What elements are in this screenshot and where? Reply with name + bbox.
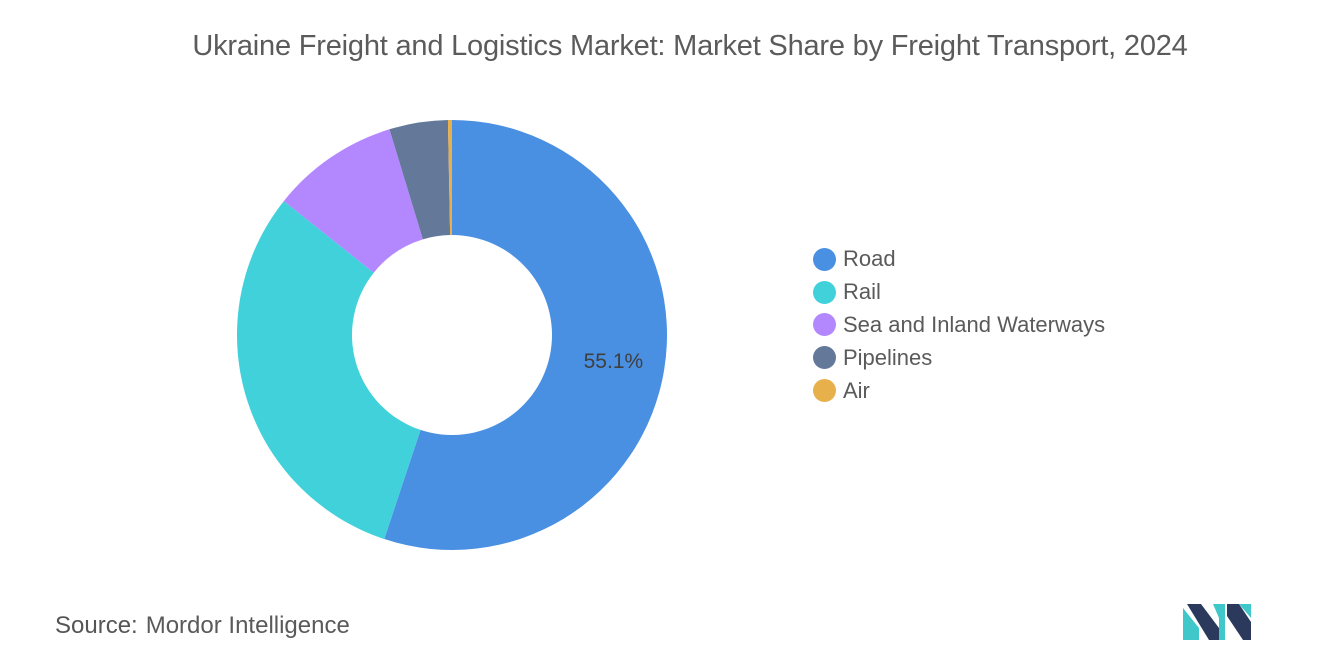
data-label-road: 55.1% [584,350,644,373]
legend-label-air: Air [843,377,870,403]
source-label: Source: [55,612,138,639]
legend-swatch-pipelines [813,346,836,370]
legend-label-road: Road [843,246,896,272]
logo-shape-mid-teal [1213,604,1225,640]
legend-item-sea-and-inland-waterways: Sea and Inland Waterways [813,309,1105,342]
chart-legend: Road Rail Sea and Inland Waterways Pipel… [813,243,1105,407]
legend-item-road: Road [813,243,1105,276]
legend-swatch-air [813,379,836,403]
legend-label-pipelines: Pipelines [843,344,933,370]
donut-slice-sea-and-inland-waterways [283,129,423,273]
mordor-intelligence-logo-icon [1183,604,1251,640]
legend-item-pipelines: Pipelines [813,341,1105,374]
donut-slice-road [384,120,668,551]
logo-shape-left [1183,608,1199,640]
source-text: Mordor Intelligence [145,612,350,639]
legend-label-rail: Rail [843,279,881,305]
donut-slice-air [447,120,452,236]
logo-shape-right-teal [1239,604,1251,618]
donut-slice-pipelines [389,120,451,240]
legend-swatch-sea-and-inland-waterways [813,313,836,337]
legend-label-sea-and-inland-waterways: Sea and Inland Waterways [843,311,1106,337]
chart-title: Ukraine Freight and Logistics Market: Ma… [192,30,1188,62]
legend-swatch-rail [813,280,836,304]
legend-item-air: Air [813,374,1105,407]
logo-shape-right-dark [1227,604,1251,640]
legend-swatch-road [813,247,836,271]
legend-item-rail: Rail [813,276,1105,309]
logo-shape-mid-dark [1187,604,1219,640]
donut-slice-rail [237,201,421,540]
source-note: Source: Mordor Intelligence [55,612,350,640]
